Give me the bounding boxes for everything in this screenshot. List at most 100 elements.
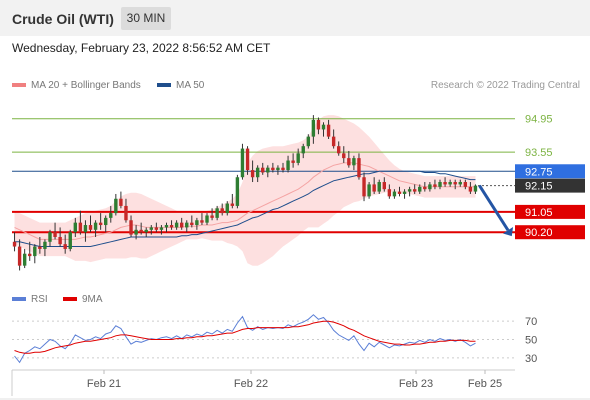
candle-body (357, 158, 361, 178)
level-label-bg-90.20 (515, 225, 585, 240)
ma50-swatch (157, 83, 171, 88)
candle-body (93, 222, 98, 230)
candle-body (149, 227, 153, 230)
ma50-label: MA 50 (176, 80, 205, 91)
rsi-tick-label: 50 (525, 335, 537, 347)
candle-body (418, 186, 422, 192)
candle-body (382, 182, 386, 190)
candle-body (48, 232, 52, 242)
ma9-label: 9MA (82, 294, 103, 305)
candle-body (230, 203, 235, 206)
x-tick-label: Feb 22 (234, 378, 268, 390)
candle-body (58, 236, 62, 245)
level-label-90.20: 90.20 (525, 227, 553, 239)
candle-body (412, 189, 417, 192)
candle-body (83, 225, 88, 233)
candle-body (119, 198, 123, 206)
candle-body (448, 182, 452, 185)
candle-body (98, 222, 103, 226)
candle-body (433, 184, 437, 187)
candle-body (352, 158, 356, 166)
candle-body (12, 241, 17, 247)
candle-body (139, 229, 143, 233)
candle-body (225, 203, 229, 214)
candle-body (164, 225, 169, 228)
legend-rsi: RSI (12, 294, 48, 305)
candle-body (63, 244, 67, 249)
candle-body (220, 208, 224, 214)
candle-body (428, 184, 432, 190)
candle-body (104, 217, 108, 226)
timeframe-badge[interactable]: 30 MIN (121, 7, 171, 30)
level-label-93.55: 93.55 (525, 147, 553, 159)
candle-body (210, 215, 214, 218)
candle-body (392, 191, 397, 197)
candle-body (407, 189, 412, 192)
candle-body (215, 208, 219, 218)
candle-body (205, 215, 209, 223)
candle-body (362, 177, 366, 197)
candle-body (38, 246, 42, 249)
legend-ma50: MA 50 (157, 80, 204, 91)
candle-body (255, 167, 260, 178)
candle-body (159, 227, 164, 230)
rsi-series-9ma (14, 320, 476, 354)
candle-body (342, 153, 346, 159)
candle-body (174, 222, 179, 228)
candle-body (296, 153, 300, 163)
candle-body (326, 124, 331, 137)
candle-body (88, 225, 93, 230)
candle-body (367, 184, 371, 197)
candle-body (22, 253, 27, 266)
candle-body (43, 241, 47, 249)
level-label-91.05: 91.05 (525, 207, 553, 219)
legend-9ma: 9MA (63, 294, 103, 305)
candle-body (17, 246, 22, 266)
bollinger-swatch (12, 83, 26, 88)
candle-body (185, 222, 189, 228)
candle-body (473, 185, 478, 192)
candle-body (387, 189, 392, 197)
candle-body (468, 186, 473, 192)
candle-body (337, 146, 341, 154)
candle-body (402, 191, 407, 194)
x-tick-label: Feb 23 (399, 378, 433, 390)
candle-body (347, 158, 351, 166)
candle-body (331, 136, 336, 147)
candle-body (377, 182, 381, 192)
rsi-label: RSI (31, 294, 48, 305)
candle-body (276, 167, 280, 171)
candle-body (458, 182, 462, 185)
level-label-bg-92.75 (515, 164, 585, 179)
candle-body (463, 182, 468, 187)
candle-body (372, 184, 376, 192)
x-tick-label: Feb 21 (87, 378, 121, 390)
forecast-arrow-head (502, 226, 514, 237)
level-label-94.95: 94.95 (525, 114, 553, 126)
candle-body (453, 182, 457, 185)
bollinger-label: MA 20 + Bollinger Bands (31, 80, 141, 91)
candle-body (423, 186, 427, 190)
candle-body (134, 229, 138, 235)
forecast-arrow-shaft (478, 184, 510, 232)
candle-body (129, 220, 133, 235)
candle-body (266, 167, 270, 173)
ma20-line (14, 162, 476, 240)
candle-body (311, 119, 316, 137)
candle-body (321, 124, 326, 130)
level-label-92.15: 92.15 (525, 181, 553, 193)
candle-body (250, 170, 255, 178)
candle-body (240, 148, 245, 178)
ma9-swatch (63, 297, 77, 302)
candle-body (190, 222, 194, 226)
instrument-title: Crude Oil (WTI) (12, 11, 114, 27)
candle-body (316, 119, 321, 130)
candle-body (68, 232, 72, 249)
level-label-bg-92.15 (515, 178, 585, 193)
candle-body (114, 198, 118, 214)
candle-body (169, 225, 174, 228)
candle-body (33, 246, 37, 257)
rsi-swatch (12, 297, 26, 302)
header-bar: Crude Oil (WTI) 30 MIN (0, 0, 590, 36)
